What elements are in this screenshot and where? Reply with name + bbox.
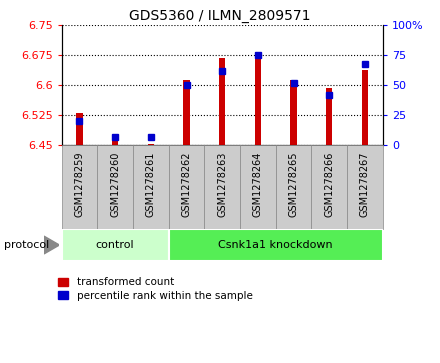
Text: GSM1278267: GSM1278267 — [360, 152, 370, 217]
Bar — [204, 145, 240, 229]
Text: control: control — [96, 240, 135, 250]
Bar — [183, 80, 190, 145]
Bar — [97, 145, 133, 229]
Bar — [312, 145, 347, 229]
Text: GSM1278260: GSM1278260 — [110, 152, 120, 217]
Bar — [347, 145, 383, 229]
Text: GSM1278264: GSM1278264 — [253, 152, 263, 217]
Polygon shape — [44, 236, 59, 254]
Text: GSM1278265: GSM1278265 — [289, 152, 299, 217]
Text: GSM1278262: GSM1278262 — [182, 152, 191, 217]
Bar — [255, 52, 261, 145]
Text: GSM1278263: GSM1278263 — [217, 152, 227, 217]
Bar — [147, 144, 154, 145]
Bar — [362, 70, 368, 145]
Text: GSM1278266: GSM1278266 — [324, 152, 334, 217]
Bar — [169, 229, 383, 261]
Bar — [219, 58, 225, 145]
Bar — [169, 145, 204, 229]
Bar — [240, 145, 276, 229]
Text: GDS5360 / ILMN_2809571: GDS5360 / ILMN_2809571 — [129, 9, 311, 23]
Bar — [76, 113, 83, 145]
Bar — [112, 140, 118, 145]
Text: protocol: protocol — [4, 240, 50, 250]
Bar — [133, 145, 169, 229]
Bar — [276, 145, 312, 229]
Text: GSM1278261: GSM1278261 — [146, 152, 156, 217]
Bar — [62, 145, 97, 229]
Text: Csnk1a1 knockdown: Csnk1a1 knockdown — [218, 240, 333, 250]
Legend: transformed count, percentile rank within the sample: transformed count, percentile rank withi… — [58, 277, 253, 301]
Text: GSM1278259: GSM1278259 — [74, 152, 84, 217]
Bar — [62, 229, 169, 261]
Bar — [326, 88, 333, 145]
Bar — [290, 80, 297, 145]
